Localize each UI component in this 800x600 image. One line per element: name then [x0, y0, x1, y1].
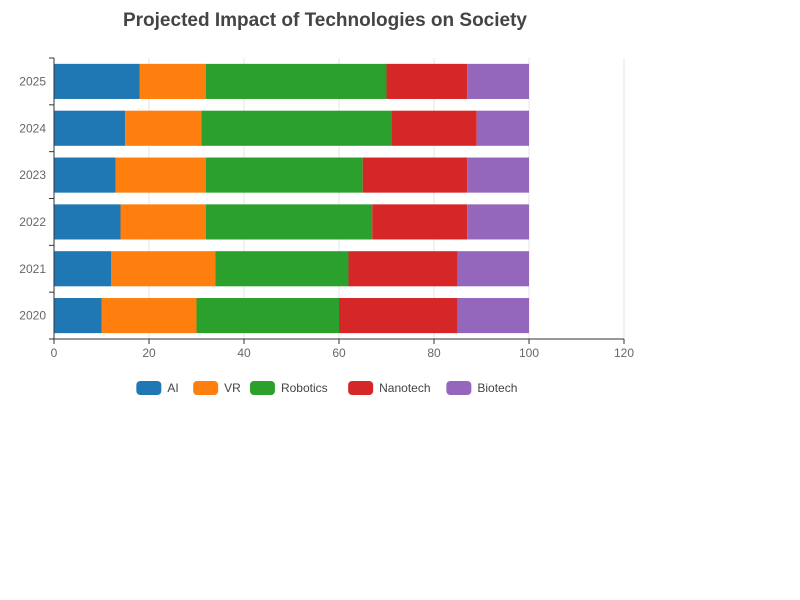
bar-segment-nanotech-2022[interactable]	[372, 204, 468, 240]
bar-segment-nanotech-2023[interactable]	[362, 157, 468, 193]
y-tick-label: 2023	[19, 168, 46, 182]
bar-segment-ai-2020[interactable]	[54, 298, 102, 334]
legend-label: VR	[224, 381, 241, 395]
bar-segment-biotech-2025[interactable]	[467, 63, 529, 99]
y-tick-label: 2022	[19, 215, 46, 229]
legend-swatch	[136, 381, 162, 395]
x-tick-label: 120	[614, 346, 634, 360]
legend-swatch	[348, 381, 374, 395]
bar-segment-vr-2024[interactable]	[125, 110, 202, 146]
bar-segment-ai-2025[interactable]	[54, 63, 140, 99]
bar-segment-vr-2023[interactable]	[115, 157, 206, 193]
bar-segment-biotech-2024[interactable]	[476, 110, 529, 146]
axes: 2020 2021 2022 2023 2024 2025 0 20 40 60 80 100 120	[19, 57, 634, 360]
legend-label: Nanotech	[379, 381, 430, 395]
bar-segment-robotics-2020[interactable]	[196, 298, 340, 334]
legend-item-robotics[interactable]: Robotics	[249, 381, 328, 395]
bar-segment-ai-2024[interactable]	[54, 110, 126, 146]
bar-segment-biotech-2021[interactable]	[457, 251, 529, 287]
y-tick-label: 2024	[19, 121, 46, 135]
bars	[54, 63, 529, 334]
bar-segment-robotics-2025[interactable]	[206, 63, 387, 99]
legend[interactable]: AI VR Robotics Nanotech Biotech	[136, 381, 517, 395]
bar-segment-robotics-2021[interactable]	[215, 251, 349, 287]
bar-segment-ai-2022[interactable]	[54, 204, 121, 240]
y-tick-label: 2021	[19, 262, 46, 276]
legend-item-ai[interactable]: AI	[136, 381, 179, 395]
bar-segment-vr-2021[interactable]	[111, 251, 216, 287]
bar-segment-vr-2025[interactable]	[139, 63, 207, 99]
bar-segment-biotech-2020[interactable]	[457, 298, 529, 334]
x-tick-label: 20	[142, 346, 156, 360]
y-tick-label: 2025	[19, 74, 46, 88]
bar-segment-robotics-2023[interactable]	[206, 157, 363, 193]
legend-label: Biotech	[477, 381, 517, 395]
x-tick-label: 60	[332, 346, 346, 360]
bar-segment-biotech-2022[interactable]	[467, 204, 529, 240]
bar-segment-vr-2020[interactable]	[101, 298, 197, 334]
y-tick-label: 2020	[19, 309, 46, 323]
bar-segment-ai-2023[interactable]	[54, 157, 116, 193]
legend-item-vr[interactable]: VR	[193, 381, 241, 395]
bar-segment-biotech-2023[interactable]	[467, 157, 529, 193]
legend-swatch	[446, 381, 472, 395]
legend-swatch	[249, 381, 275, 395]
bar-segment-nanotech-2020[interactable]	[339, 298, 458, 334]
x-tick-label: 100	[519, 346, 539, 360]
chart-title: Projected Impact of Technologies on Soci…	[122, 10, 527, 31]
x-tick-label: 40	[237, 346, 251, 360]
bar-segment-vr-2022[interactable]	[120, 204, 207, 240]
bar-segment-robotics-2024[interactable]	[201, 110, 392, 146]
grid-lines	[148, 58, 625, 339]
x-tick-label: 80	[427, 346, 441, 360]
bar-segment-nanotech-2025[interactable]	[386, 63, 468, 99]
x-tick-label: 0	[51, 346, 58, 360]
bar-segment-nanotech-2024[interactable]	[391, 110, 477, 146]
legend-item-nanotech[interactable]: Nanotech	[348, 381, 431, 395]
legend-swatch	[193, 381, 219, 395]
bar-segment-nanotech-2021[interactable]	[348, 251, 458, 287]
bar-segment-ai-2021[interactable]	[54, 251, 111, 287]
legend-item-biotech[interactable]: Biotech	[446, 381, 517, 395]
legend-label: Robotics	[281, 381, 328, 395]
bar-segment-robotics-2022[interactable]	[206, 204, 373, 240]
legend-label: AI	[167, 381, 178, 395]
